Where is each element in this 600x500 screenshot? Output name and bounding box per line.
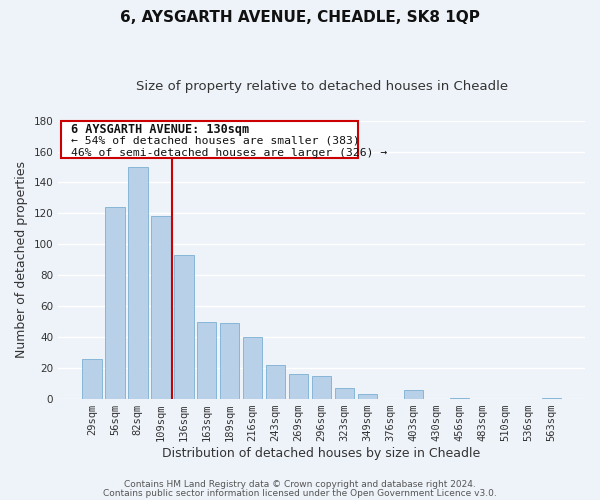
Bar	[358, 394, 377, 399]
FancyBboxPatch shape	[61, 120, 358, 158]
Bar	[335, 388, 355, 399]
Bar	[197, 322, 217, 399]
Text: 6 AYSGARTH AVENUE: 130sqm: 6 AYSGARTH AVENUE: 130sqm	[71, 124, 250, 136]
Bar	[266, 365, 286, 399]
Bar	[174, 255, 194, 399]
Bar	[128, 167, 148, 399]
Text: Contains HM Land Registry data © Crown copyright and database right 2024.: Contains HM Land Registry data © Crown c…	[124, 480, 476, 489]
Bar	[312, 376, 331, 399]
Text: 46% of semi-detached houses are larger (326) →: 46% of semi-detached houses are larger (…	[71, 148, 388, 158]
Text: 6, AYSGARTH AVENUE, CHEADLE, SK8 1QP: 6, AYSGARTH AVENUE, CHEADLE, SK8 1QP	[120, 10, 480, 25]
Bar	[449, 398, 469, 399]
X-axis label: Distribution of detached houses by size in Cheadle: Distribution of detached houses by size …	[163, 447, 481, 460]
Bar	[404, 390, 423, 399]
Bar	[243, 337, 262, 399]
Title: Size of property relative to detached houses in Cheadle: Size of property relative to detached ho…	[136, 80, 508, 93]
Bar	[105, 207, 125, 399]
Text: ← 54% of detached houses are smaller (383): ← 54% of detached houses are smaller (38…	[71, 136, 360, 146]
Text: Contains public sector information licensed under the Open Government Licence v3: Contains public sector information licen…	[103, 488, 497, 498]
Bar	[220, 324, 239, 399]
Bar	[289, 374, 308, 399]
Bar	[82, 359, 101, 399]
Bar	[542, 398, 561, 399]
Bar	[151, 216, 170, 399]
Y-axis label: Number of detached properties: Number of detached properties	[15, 162, 28, 358]
